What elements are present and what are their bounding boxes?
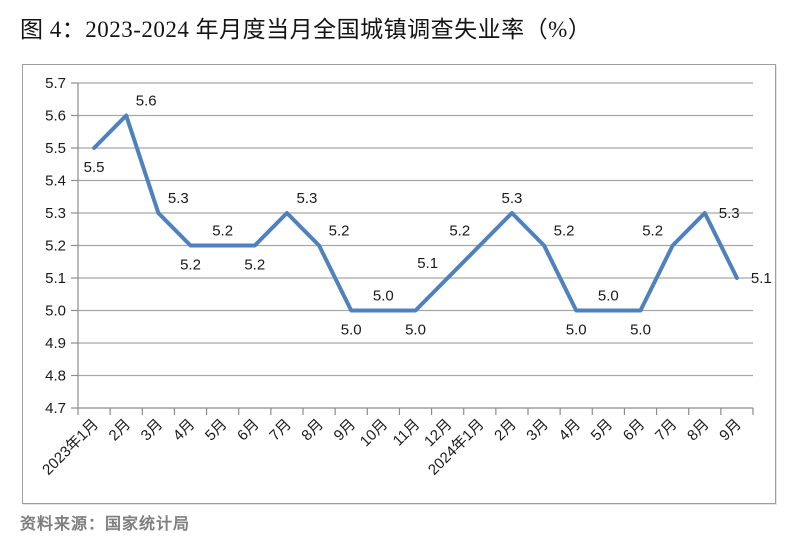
x-axis-label: 9月 (331, 416, 360, 445)
x-axis-label: 4月 (170, 416, 199, 445)
x-axis-label: 7月 (652, 416, 681, 445)
source-note: 资料来源：国家统计局 (20, 516, 191, 533)
data-point-label: 5.3 (719, 205, 740, 222)
y-axis-tick-label: 4.8 (45, 368, 66, 385)
x-axis-label: 5月 (202, 416, 231, 445)
x-axis-label: 3月 (138, 416, 167, 445)
data-point-label: 5.3 (168, 190, 189, 207)
chart-frame: 4.7 4.8 4.9 5.0 5.1 5.2 5.3 5.4 5.5 5.6 5.7 2023年1月… (22, 64, 776, 504)
data-point-label: 5.2 (329, 223, 350, 240)
data-point-label: 5.3 (296, 190, 317, 207)
data-point-label: 5.0 (405, 322, 426, 339)
data-point-label: 5.0 (598, 288, 619, 305)
x-axis-label: 7月 (266, 416, 295, 445)
data-point-label: 5.2 (449, 223, 470, 240)
data-point-label: 5.0 (341, 322, 362, 339)
x-axis-label: 4月 (556, 416, 585, 445)
data-point-label: 5.6 (136, 93, 157, 110)
x-axis-label: 8月 (684, 416, 713, 445)
page-title: 图 4：2023-2024 年月度当月全国城镇调查失业率（%） (20, 17, 592, 42)
x-axis-label: 10月 (357, 416, 391, 450)
x-axis-label: 5月 (588, 416, 617, 445)
data-point-label: 5.3 (501, 190, 522, 207)
data-point-label: 5.2 (554, 223, 575, 240)
y-axis-tick-label: 5.6 (45, 108, 66, 125)
x-axis-label: 6月 (234, 416, 263, 445)
x-axis-label: 6月 (620, 416, 649, 445)
y-axis-tick-label: 5.5 (45, 140, 66, 157)
y-axis-tick-label: 5.2 (45, 238, 66, 255)
data-point-label: 5.2 (212, 223, 233, 240)
y-axis-tick-label: 5.4 (45, 173, 66, 190)
y-axis-tick-label: 5.7 (45, 75, 66, 92)
x-axis-label: 9月 (716, 416, 745, 445)
x-axis-label: 8月 (298, 416, 327, 445)
x-axis-label: 3月 (523, 416, 552, 445)
data-point-label: 5.5 (84, 159, 105, 176)
data-point-label: 5.0 (630, 322, 651, 339)
data-point-label: 5.2 (244, 257, 265, 274)
data-point-label: 5.0 (373, 288, 394, 305)
y-axis-tick-label: 4.9 (45, 335, 66, 352)
y-axis-tick-label: 4.7 (45, 400, 66, 417)
data-point-label: 5.2 (642, 223, 663, 240)
x-axis-label: 2月 (106, 416, 135, 445)
y-axis-tick-label: 5.1 (45, 270, 66, 287)
data-point-label: 5.1 (751, 270, 772, 287)
data-point-label: 5.2 (180, 257, 201, 274)
unemployment-rate-line-chart: 4.7 4.8 4.9 5.0 5.1 5.2 5.3 5.4 5.5 5.6 5.7 2023年1月… (39, 75, 772, 479)
data-point-label: 5.0 (566, 322, 587, 339)
series-line (92, 113, 739, 313)
y-axis-tick-label: 5.0 (45, 303, 66, 320)
x-axis-label: 2月 (491, 416, 520, 445)
x-axis-label: 11月 (390, 416, 424, 450)
y-axis-tick-label: 5.3 (45, 205, 66, 222)
data-point-label: 5.1 (417, 255, 438, 272)
x-axis-label: 2023年1月 (39, 416, 102, 479)
